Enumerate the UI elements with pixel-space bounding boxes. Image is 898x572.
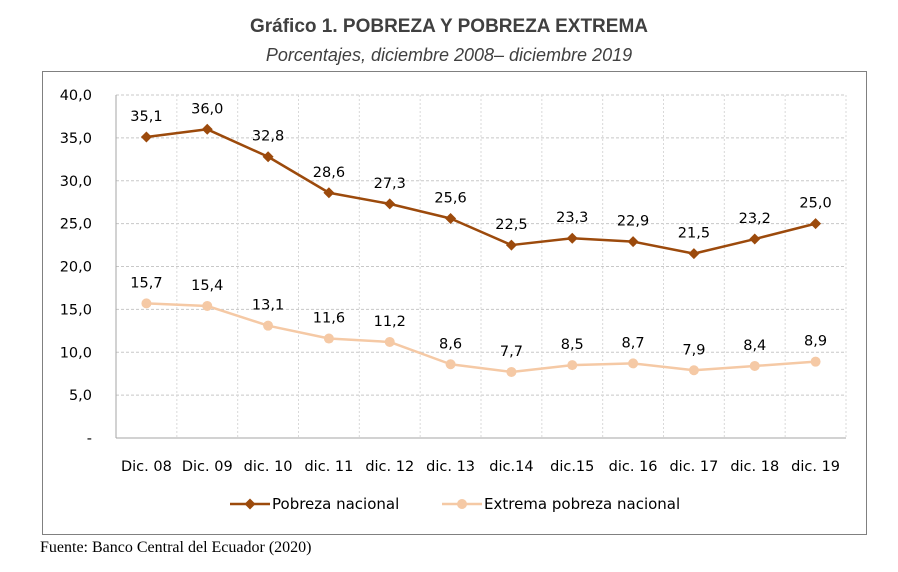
legend-marker (244, 498, 256, 510)
data-point (202, 300, 213, 311)
data-point (445, 359, 456, 370)
data-label: 13,1 (252, 298, 284, 314)
data-point (263, 320, 274, 331)
y-tick-label: 25,0 (60, 217, 92, 233)
legend-label: Extrema pobreza nacional (484, 495, 680, 513)
y-tick-label: 5,0 (69, 388, 92, 404)
y-tick-label: 10,0 (60, 345, 92, 361)
data-label: 35,1 (130, 109, 162, 125)
legend: Pobreza nacional Extrema pobreza nacional (230, 495, 680, 513)
chart-title: Gráfico 1. POBREZA Y POBREZA EXTREMA (249, 16, 649, 37)
data-point (567, 360, 578, 371)
data-label: 22,5 (495, 217, 527, 233)
x-tick-label: dic. 19 (791, 459, 840, 475)
x-tick-label: dic. 10 (244, 459, 293, 475)
data-label: 36,0 (191, 101, 223, 117)
data-label: 32,8 (252, 129, 284, 145)
x-tick-label: dic. 16 (609, 459, 658, 475)
y-tick-label: 35,0 (60, 131, 92, 147)
data-label: 8,9 (804, 334, 827, 350)
data-point (749, 360, 760, 371)
data-label: 23,2 (739, 211, 771, 227)
legend-label: Pobreza nacional (272, 495, 399, 513)
legend-item-2: Extrema pobreza nacional (442, 495, 680, 513)
data-label: 8,7 (622, 335, 645, 351)
chart-subtitle: Porcentajes, diciembre 2008– diciembre 2… (265, 45, 633, 65)
data-point (810, 356, 821, 367)
series-2: 15,7 15,4 13,1 11,6 11,2 8,6 7,7 8,5 8,7 7,9 8,4 8,… (130, 275, 827, 377)
series-line (146, 302, 816, 374)
data-point (201, 123, 213, 135)
data-point (505, 239, 517, 251)
data-point (445, 212, 457, 224)
series-line (146, 128, 816, 255)
data-label: 11,6 (313, 311, 345, 327)
x-tick-label: Dic. 08 (121, 459, 172, 475)
data-point (323, 187, 335, 199)
series-group: 35,1 36,0 32,8 28,6 27,3 25,6 22,5 23,3 22,9 21,5… (130, 101, 832, 377)
data-label: 11,2 (374, 314, 406, 330)
y-axis: - 5,0 10,0 15,0 20,0 25,0 30,0 35,0 40,0 (60, 88, 117, 447)
data-point (810, 218, 822, 230)
x-axis: Dic. 08 Dic. 09 dic. 10 dic. 11 dic. 12 dic. … (116, 437, 846, 475)
legend-marker (457, 499, 467, 509)
data-point (140, 131, 152, 143)
data-point (262, 151, 274, 163)
y-tick-label: 40,0 (60, 88, 92, 104)
data-point (688, 365, 699, 376)
y-tick-label: 15,0 (60, 302, 92, 318)
x-tick-label: dic.15 (550, 459, 594, 475)
data-point (506, 366, 517, 377)
data-label: 23,3 (556, 210, 588, 226)
chart-frame (42, 71, 867, 535)
data-point (566, 232, 578, 244)
data-point (141, 298, 152, 309)
data-point (627, 236, 639, 248)
data-label: 8,4 (743, 338, 766, 354)
data-point (688, 248, 700, 260)
data-label: 7,9 (682, 342, 705, 358)
data-label: 25,0 (799, 196, 831, 212)
y-tick-label: 30,0 (60, 174, 92, 190)
data-point (749, 233, 761, 245)
y-tick-label: - (87, 431, 92, 447)
x-tick-label: dic. 12 (365, 459, 414, 475)
x-tick-label: Dic. 09 (182, 459, 233, 475)
data-point (628, 358, 639, 369)
x-tick-label: dic.14 (489, 459, 533, 475)
data-label: 28,6 (313, 165, 345, 181)
x-tick-label: dic. 11 (304, 459, 353, 475)
x-tick-label: dic. 17 (669, 459, 718, 475)
data-point (384, 198, 396, 210)
data-label: 15,7 (130, 275, 162, 291)
data-label: 15,4 (191, 278, 223, 294)
data-label: 27,3 (374, 176, 406, 192)
series-1: 35,1 36,0 32,8 28,6 27,3 25,6 22,5 23,3 22,9 21,5… (130, 101, 832, 260)
data-point (384, 336, 395, 347)
x-tick-label: dic. 18 (730, 459, 779, 475)
data-label: 8,5 (561, 337, 584, 353)
source-note: Fuente: Banco Central del Ecuador (2020) (40, 539, 312, 556)
data-label: 22,9 (617, 214, 649, 230)
data-point (323, 333, 334, 344)
data-label: 25,6 (434, 190, 466, 206)
data-label: 8,6 (439, 336, 462, 352)
gridlines (115, 94, 847, 438)
legend-item-1: Pobreza nacional (230, 495, 399, 513)
data-label: 21,5 (678, 226, 710, 242)
y-tick-label: 20,0 (60, 260, 92, 276)
data-label: 7,7 (500, 344, 523, 360)
x-tick-label: dic. 13 (426, 459, 475, 475)
